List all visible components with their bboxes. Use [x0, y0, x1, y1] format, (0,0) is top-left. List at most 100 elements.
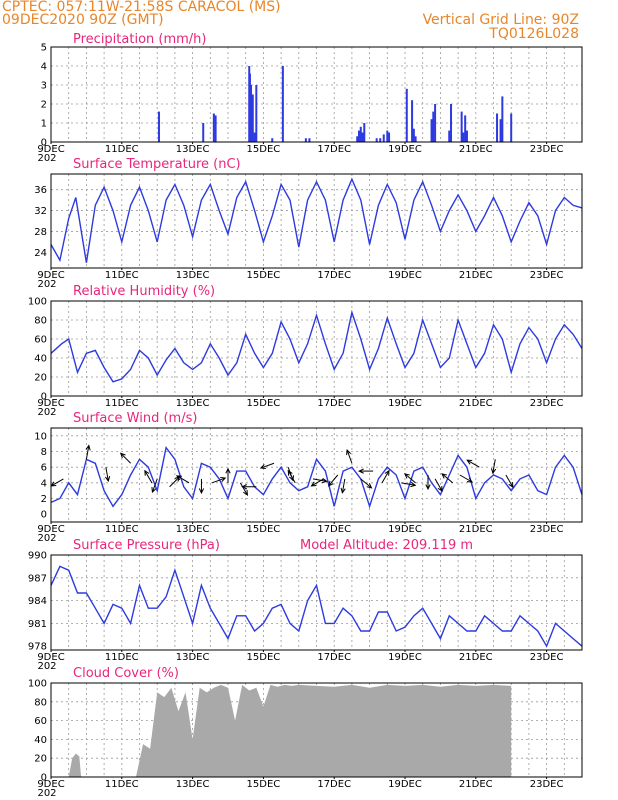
ytick-label: 60: [34, 335, 47, 346]
ytick-label: 20: [34, 373, 47, 384]
xtick-label: 19DEC: [388, 524, 422, 535]
xtick-label: 11DEC: [105, 398, 139, 409]
precip-bar: [359, 126, 362, 142]
precip-bar: [460, 111, 463, 142]
precip-bar: [465, 130, 468, 142]
xtick-label: 11DEC: [105, 779, 139, 790]
panel-frame: [50, 554, 583, 651]
xtick-label: 9DEC: [37, 779, 64, 790]
wind-arrow-shaft: [287, 470, 296, 484]
wind-arrow-head: [508, 482, 514, 489]
panel-precip: 0 1 2 3 4 5 9DEC 11DEC 13DEC 15DEC 17DEC 19DEC 21DEC…: [37, 32, 583, 164]
precip-bar: [462, 132, 465, 142]
ytick-label: 0: [41, 392, 47, 403]
precip-bar: [450, 104, 453, 142]
precip-bar: [250, 85, 253, 142]
xtick-label: 15DEC: [247, 270, 281, 281]
xtick-label: 9DEC: [37, 524, 64, 535]
wind-arrow: [241, 484, 257, 490]
xtick-label: 13DEC: [176, 779, 210, 790]
precip-bar: [411, 100, 414, 142]
wind-arrow-shaft: [341, 478, 346, 493]
ytick-label: 984: [28, 596, 47, 607]
xtick-label: 19DEC: [388, 652, 422, 663]
wind-arrow-shaft: [381, 470, 390, 484]
xtick-label: 23DEC: [530, 144, 564, 155]
xtick-label: 11DEC: [105, 144, 139, 155]
temp-title: Surface Temperature (nC): [73, 157, 241, 172]
wind-arrow-shaft: [441, 473, 454, 484]
xtick-label: 17DEC: [317, 270, 351, 281]
pres-title: Surface Pressure (hPa): [73, 538, 220, 553]
xtick-label: 17DEC: [317, 398, 351, 409]
wind-arrow: [211, 477, 227, 484]
ytick-label: 40: [34, 735, 47, 746]
wind-arrow-head: [287, 469, 293, 476]
xtick-label: 21DEC: [459, 398, 493, 409]
wind-arrow-head: [242, 489, 248, 496]
wind-arrow: [357, 468, 374, 474]
precip-bar: [464, 115, 467, 142]
wind-arrow: [198, 478, 205, 495]
precip-bar: [357, 130, 360, 142]
precip-bar: [386, 130, 389, 142]
precip-bar: [361, 132, 364, 142]
wind-arrow-head: [119, 452, 126, 459]
wind-title: Surface Wind (m/s): [73, 411, 197, 426]
wind-arrow: [441, 473, 454, 484]
wind-arrow-head: [410, 481, 417, 488]
wind-arrow: [459, 474, 473, 483]
precip-bar: [255, 85, 258, 142]
xtick-label: 21DEC: [459, 144, 493, 155]
wind-arrow-head: [321, 478, 328, 484]
ytick-label: 987: [28, 573, 47, 584]
wind-arrow-head: [85, 444, 91, 451]
xtick-label: 23DEC: [530, 270, 564, 281]
wind-arrow: [466, 459, 480, 468]
panel-pres: 978 981 984 987 990 9DEC 11DEC 13DEC 15DEC 17DEC 1…: [28, 538, 583, 672]
xtick-label: 23DEC: [530, 779, 564, 790]
cloud-title: Cloud Cover (%): [73, 666, 179, 681]
xtick-label: 13DEC: [176, 144, 210, 155]
xtick-label: 19DEC: [388, 144, 422, 155]
precip-bar: [253, 132, 256, 142]
wind-arrow-head: [175, 475, 182, 481]
ytick-label: 20: [34, 754, 47, 765]
wind-arrow: [404, 473, 416, 484]
wind-arrow-shaft: [144, 470, 153, 484]
xtick-label: 19DEC: [388, 779, 422, 790]
pres-annotation: Model Altitude: 209.119 m: [300, 538, 473, 553]
ytick-label: 60: [34, 716, 47, 727]
ytick-label: 4: [41, 478, 47, 489]
ytick-label: 32: [34, 206, 47, 217]
xtick-label: 17DEC: [317, 144, 351, 155]
precip-bar: [304, 138, 307, 142]
wind-arrow: [381, 469, 390, 484]
xtick-label: 17DEC: [317, 652, 351, 663]
wind-arrow: [346, 449, 353, 464]
precip-bar: [430, 119, 433, 142]
panel-frame: [50, 427, 583, 523]
wind-arrow-shaft: [401, 482, 416, 486]
wind-arrow-shaft: [151, 478, 158, 493]
wind-arrow-shaft: [85, 445, 90, 460]
ytick-label: 100: [28, 297, 47, 308]
panel-temp: 24 28 32 36 9DEC 11DEC 13DEC 15DEC 17DEC 19DEC 21D…: [34, 157, 583, 290]
xtick-label: 21DEC: [459, 779, 493, 790]
xtick-year-stub: 202: [37, 153, 56, 164]
wind-arrow-head: [490, 468, 497, 475]
wind-arrow-shaft: [260, 462, 275, 469]
wind-arrow-shaft: [211, 477, 226, 484]
xtick-label: 9DEC: [37, 652, 64, 663]
wind-arrow-head: [198, 488, 205, 495]
wind-arrow-shaft: [51, 478, 64, 487]
wind-arrow: [360, 478, 373, 489]
panel-frame: [50, 173, 583, 269]
cloud-area: [51, 684, 512, 777]
wind-arrow-head: [404, 473, 410, 479]
ytick-label: 6: [41, 463, 47, 474]
header-model: TQ0126L028: [488, 26, 579, 42]
precip-bar: [405, 88, 408, 142]
precip-bar: [212, 113, 215, 142]
wind-arrow: [310, 478, 324, 487]
